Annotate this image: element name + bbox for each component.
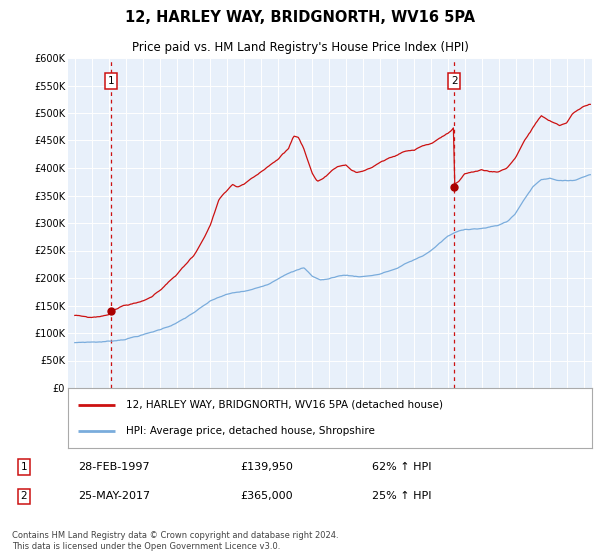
Text: 12, HARLEY WAY, BRIDGNORTH, WV16 5PA: 12, HARLEY WAY, BRIDGNORTH, WV16 5PA bbox=[125, 10, 475, 25]
Text: 12, HARLEY WAY, BRIDGNORTH, WV16 5PA (detached house): 12, HARLEY WAY, BRIDGNORTH, WV16 5PA (de… bbox=[125, 400, 443, 410]
Text: HPI: Average price, detached house, Shropshire: HPI: Average price, detached house, Shro… bbox=[125, 426, 374, 436]
Text: 25% ↑ HPI: 25% ↑ HPI bbox=[372, 491, 431, 501]
Text: 1: 1 bbox=[20, 462, 28, 472]
Text: 1: 1 bbox=[108, 76, 115, 86]
Text: 25-MAY-2017: 25-MAY-2017 bbox=[78, 491, 150, 501]
Text: £365,000: £365,000 bbox=[240, 491, 293, 501]
Text: 28-FEB-1997: 28-FEB-1997 bbox=[78, 462, 149, 472]
Text: Contains HM Land Registry data © Crown copyright and database right 2024.
This d: Contains HM Land Registry data © Crown c… bbox=[12, 531, 338, 550]
Text: 2: 2 bbox=[20, 491, 28, 501]
Text: Price paid vs. HM Land Registry's House Price Index (HPI): Price paid vs. HM Land Registry's House … bbox=[131, 41, 469, 54]
Text: 2: 2 bbox=[451, 76, 458, 86]
Text: £139,950: £139,950 bbox=[240, 462, 293, 472]
Text: 62% ↑ HPI: 62% ↑ HPI bbox=[372, 462, 431, 472]
